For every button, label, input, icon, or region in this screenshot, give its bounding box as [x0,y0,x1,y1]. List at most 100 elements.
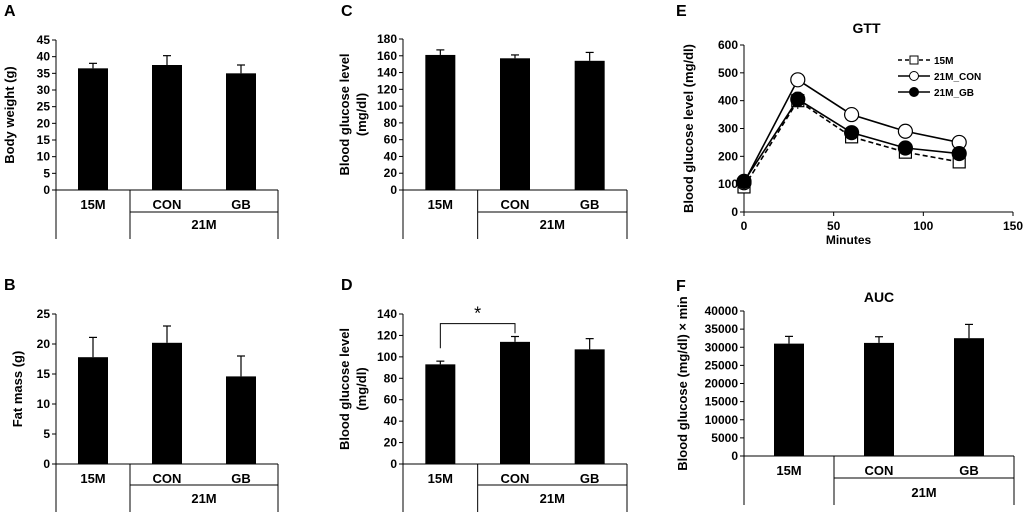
y-tick-label: 15 [37,133,51,147]
x-tick-label: 15M [776,463,801,478]
legend-label: 21M_GB [934,88,974,99]
y-tick-label: 30000 [705,340,739,354]
x-tick-label: GB [580,197,600,212]
bar [226,376,256,464]
y-tick-label: 100 [377,99,397,113]
y-tick-label: 100 [718,177,738,191]
bar [954,338,984,456]
y-tick-label: 400 [718,94,738,108]
bar [78,357,108,464]
y-tick-label: 40000 [705,304,739,318]
data-point [790,72,806,88]
data-point [951,145,967,162]
y-tick-label: 35 [37,66,51,80]
y-tick-label: 40 [384,149,398,163]
data-point [843,125,860,141]
bar [864,342,894,456]
y-tick-label: 0 [390,183,397,197]
y-axis-label: Body weight (g) [2,66,17,164]
y-tick-label: 30 [37,83,51,97]
panel-letter: C [341,3,353,20]
y-axis-label: Blood glucose level [337,328,352,450]
panel-E: E GTT 0 100 200 300 400 500 600 0 50 100 150 Minutes B… [676,3,1023,247]
legend-marker [909,55,919,65]
y-tick-label: 10 [37,397,51,411]
data-point [897,140,914,156]
panel-letter: A [4,3,16,20]
chart-title: GTT [853,20,881,36]
legend: 15M 21M_CON 21M_GB [898,55,981,99]
data-point [843,106,860,123]
panel-B: B 0 5 10 15 20 25 15M CON GB 21M Fat mass (g) [4,277,279,512]
y-tick-label: 40 [384,414,398,428]
y-axis-label: Blood glucose level [337,53,352,175]
legend-marker [909,87,919,97]
panel-C: C 0 20 40 60 80 100 120 140 160 180 15M CON GB 21M Bloo… [337,3,628,239]
y-tick-label: 10 [37,150,51,164]
y-tick-label: 160 [377,49,397,63]
chart-title: AUC [864,289,894,305]
x-tick-label: CON [501,197,530,212]
bar [574,349,605,464]
group-label: 21M [540,217,565,232]
y-axis-label: Blood glucose (mg/dl) × min [675,296,690,470]
bar [425,54,456,190]
legend-label: 21M_CON [934,72,981,83]
x-tick-label: 150 [1003,219,1023,233]
x-tick-label: 15M [80,471,105,486]
data-point [736,173,752,189]
y-tick-label: 140 [377,66,397,80]
x-axis-label: Minutes [826,233,872,247]
x-tick-label: GB [231,471,251,486]
y-axis-label: Blood glucose level (mg/dl) [681,44,696,213]
series-line [743,99,960,188]
x-tick-label: CON [153,197,182,212]
y-tick-label: 20000 [705,377,739,391]
y-tick-label: 5 [43,427,50,441]
x-tick-label: CON [501,471,530,486]
y-tick-label: 180 [377,32,397,46]
group-label: 21M [191,217,216,232]
x-tick-label: 15M [428,471,453,486]
panel-letter: B [4,277,16,294]
y-tick-label: 60 [384,393,398,407]
group-label: 21M [540,491,565,506]
x-tick-label: 50 [827,219,841,233]
y-axis-label: (mg/dl) [354,367,369,410]
y-tick-label: 60 [384,133,398,147]
y-tick-label: 35000 [705,322,739,336]
x-tick-label: 100 [913,219,933,233]
series-21M_GB [736,91,967,189]
group-label: 21M [191,491,216,506]
x-tick-label: 15M [80,197,105,212]
significance-bracket [439,323,516,349]
y-tick-label: 25 [37,307,51,321]
y-tick-label: 20 [37,337,51,351]
y-tick-label: 45 [37,33,51,47]
x-tick-label: GB [231,197,251,212]
panel-A: A 0 5 10 15 20 25 30 35 40 45 15M CON GB 21M Body weigh… [2,3,279,239]
y-axis-label: Fat mass (g) [10,351,25,428]
y-tick-label: 25 [37,100,51,114]
bar [226,73,256,190]
y-tick-label: 80 [384,116,398,130]
y-tick-label: 0 [390,457,397,471]
x-tick-label: CON [153,471,182,486]
y-tick-label: 120 [377,82,397,96]
y-tick-label: 40 [37,50,51,64]
y-tick-label: 5 [43,166,50,180]
y-tick-label: 20 [384,436,398,450]
x-tick-label: CON [865,463,894,478]
y-tick-label: 15000 [705,395,739,409]
y-tick-label: 200 [718,149,738,163]
bar [152,342,182,464]
panel-letter: F [676,278,686,295]
y-tick-label: 80 [384,371,398,385]
legend-marker [909,71,919,81]
y-tick-label: 25000 [705,358,739,372]
y-axis-label: (mg/dl) [354,93,369,136]
bar [78,68,108,190]
bar [152,65,182,190]
y-tick-label: 120 [377,328,397,342]
